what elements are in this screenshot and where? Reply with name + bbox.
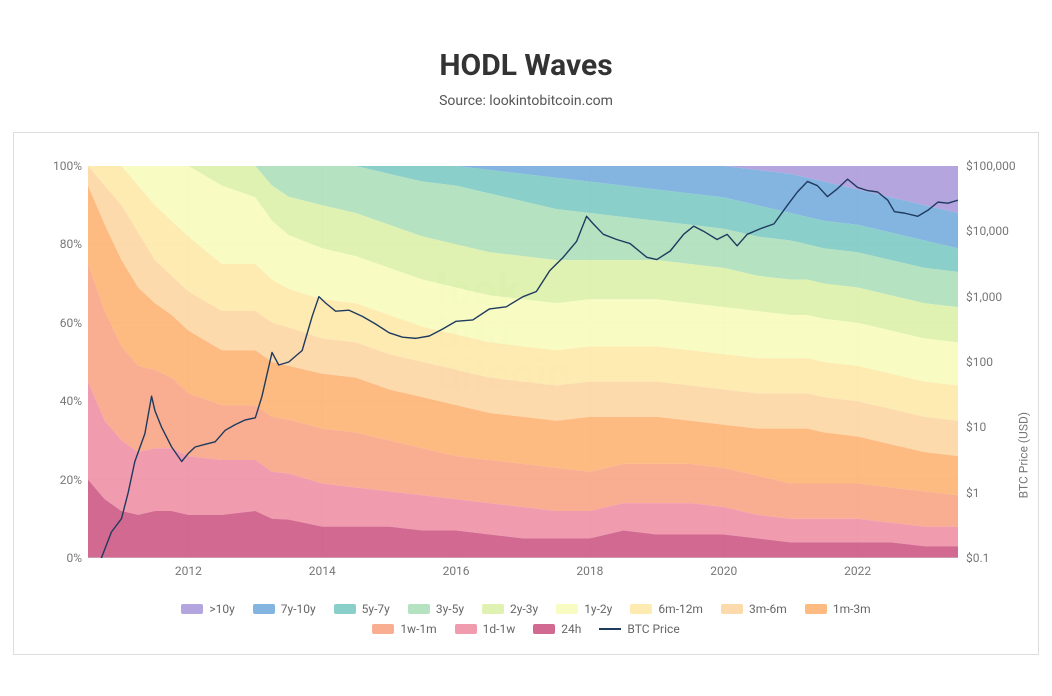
ytick-left-0: 0% (66, 551, 82, 565)
legend-label: 3m-6m (749, 602, 787, 616)
legend-label: 5y-7y (362, 602, 390, 616)
legend-label: 1w-1m (400, 622, 436, 636)
legend-swatch-btc (599, 628, 621, 630)
legend-item-3y-5y[interactable]: 3y-5y (408, 602, 464, 616)
ytick-right--1: $0.1 (966, 551, 989, 565)
plot-area (88, 166, 958, 558)
legend-swatch-1m-3m (805, 604, 827, 614)
ytick-left-60: 60% (60, 316, 82, 330)
legend-item-6m-12m[interactable]: 6m-12m (630, 602, 703, 616)
legend-swatch-1y-2y (556, 604, 578, 614)
page: HODL Waves Source: lookintobitcoin.com l… (0, 0, 1052, 696)
page-subtitle: Source: lookintobitcoin.com (0, 93, 1052, 109)
xtick-2012: 2012 (175, 564, 202, 578)
legend-label: 6m-12m (658, 602, 703, 616)
legend-label: >10y (209, 602, 234, 616)
legend-item-24h[interactable]: 24h (533, 622, 581, 636)
plot-svg (88, 166, 958, 558)
legend-item-5y-7y[interactable]: 5y-7y (334, 602, 390, 616)
xtick-2022: 2022 (844, 564, 871, 578)
legend-item-btc[interactable]: BTC Price (599, 622, 679, 636)
xtick-2014: 2014 (309, 564, 336, 578)
legend-swatch-3m-6m (721, 604, 743, 614)
legend-item-1d-1w[interactable]: 1d-1w (455, 622, 516, 636)
legend-item-7y-10y[interactable]: 7y-10y (253, 602, 316, 616)
legend-item-2y-3y[interactable]: 2y-3y (482, 602, 538, 616)
legend-label: 7y-10y (281, 602, 316, 616)
legend-label: 1d-1w (483, 622, 516, 636)
ytick-left-40: 40% (60, 394, 82, 408)
ytick-right-0: $1 (966, 486, 980, 500)
legend-label: 1y-2y (584, 602, 612, 616)
y2-axis-title: BTC Price (USD) (1016, 412, 1030, 498)
legend: >10y 7y-10y 5y-7y 3y-5y 2y-3y 1y-2y 6m-12m 3m-6… (0, 602, 1052, 636)
legend-item->10y[interactable]: >10y (181, 602, 234, 616)
legend-label: 3y-5y (436, 602, 464, 616)
legend-swatch-24h (533, 624, 555, 634)
ytick-right-5: $100,000 (966, 159, 1016, 173)
legend-swatch-3y-5y (408, 604, 430, 614)
ytick-right-4: $10,000 (966, 224, 1009, 238)
legend-swatch-1d-1w (455, 624, 477, 634)
legend-label: 1m-3m (833, 602, 871, 616)
ytick-right-2: $100 (966, 355, 993, 369)
ytick-left-80: 80% (60, 237, 82, 251)
legend-swatch-5y-7y (334, 604, 356, 614)
xtick-2020: 2020 (710, 564, 737, 578)
ytick-right-3: $1,000 (966, 290, 1002, 304)
legend-swatch-1w-1m (372, 624, 394, 634)
legend-label: 24h (561, 622, 581, 636)
legend-label: 2y-3y (510, 602, 538, 616)
legend-item-1m-3m[interactable]: 1m-3m (805, 602, 871, 616)
ytick-right-1: $10 (966, 420, 986, 434)
ytick-left-20: 20% (60, 473, 82, 487)
legend-label: BTC Price (627, 622, 679, 636)
page-title: HODL Waves (0, 0, 1052, 83)
ytick-left-100: 100% (53, 159, 82, 173)
xtick-2018: 2018 (576, 564, 603, 578)
legend-swatch-2y-3y (482, 604, 504, 614)
xtick-2016: 2016 (443, 564, 470, 578)
legend-item-3m-6m[interactable]: 3m-6m (721, 602, 787, 616)
legend-item-1y-2y[interactable]: 1y-2y (556, 602, 612, 616)
legend-swatch->10y (181, 604, 203, 614)
legend-item-1w-1m[interactable]: 1w-1m (372, 622, 436, 636)
legend-swatch-7y-10y (253, 604, 275, 614)
legend-swatch-6m-12m (630, 604, 652, 614)
